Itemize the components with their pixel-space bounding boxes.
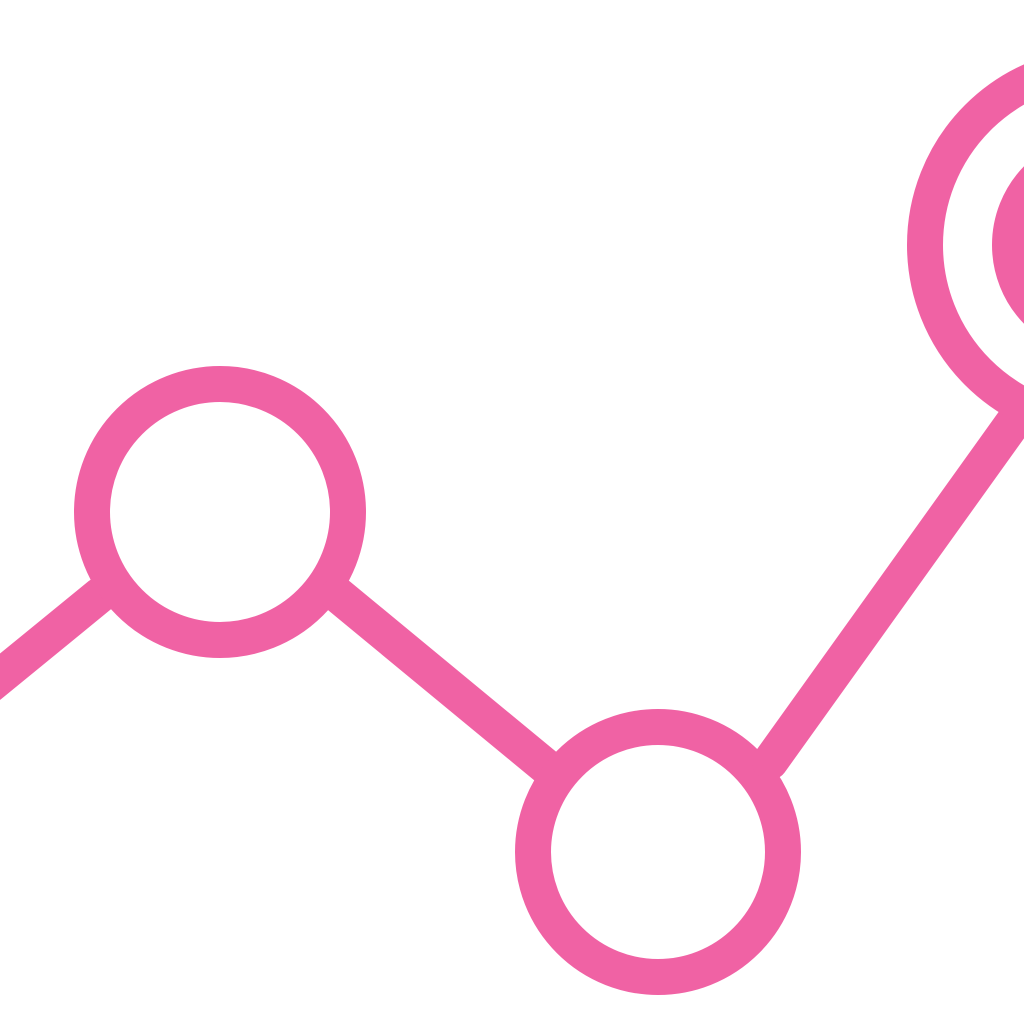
- node-circle-3-partial: [907, 64, 1024, 426]
- connector-line-left: [0, 577, 118, 700]
- node-circle-2: [515, 709, 801, 995]
- connector-line-right: [752, 402, 1024, 780]
- node-circle-3-inner-partial: [992, 166, 1024, 324]
- node-circle-1: [74, 366, 366, 658]
- connector-line-middle: [320, 577, 568, 788]
